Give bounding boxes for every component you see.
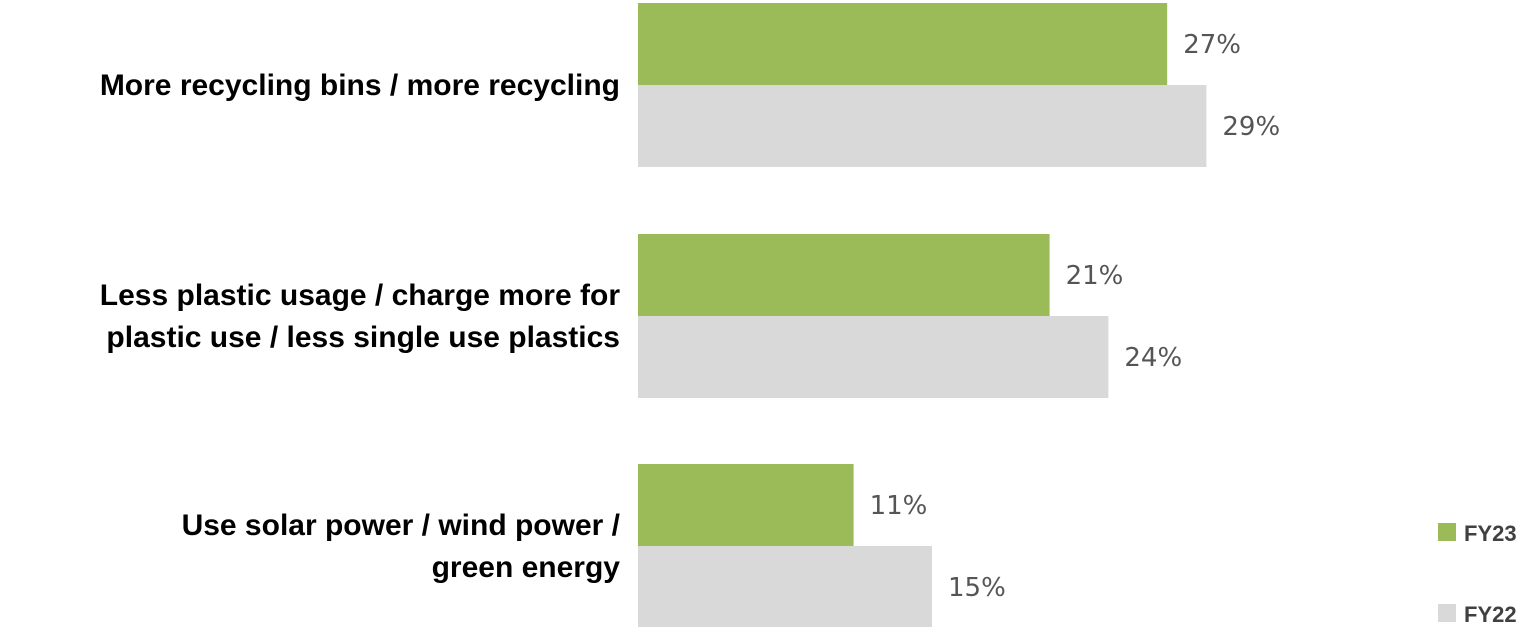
bar-fy22-0	[638, 85, 1207, 167]
category-label-1-line-1: plastic use / less single use plastics	[106, 321, 620, 354]
category-label-2-line-1: green energy	[432, 551, 621, 584]
category-label-1-line-0: Less plastic usage / charge more for	[100, 279, 621, 312]
bars-group: 27% 29% 21% 24% 11% 15%	[638, 3, 1280, 627]
bar-fy22-2	[638, 546, 932, 627]
legend-label-fy23: FY23	[1464, 521, 1517, 546]
bar-fy22-1	[638, 316, 1109, 398]
bar-fy23-1	[638, 234, 1050, 316]
data-label-fy22-2: 15%	[948, 573, 1006, 603]
data-label-fy22-0: 29%	[1222, 112, 1280, 142]
category-labels-group: More recycling bins / more recycling Less…	[100, 69, 621, 584]
category-label-0-line-0: More recycling bins / more recycling	[100, 69, 620, 102]
legend: FY23 FY22	[1438, 521, 1517, 627]
data-label-fy23-1: 21%	[1066, 261, 1124, 291]
bar-fy23-0	[638, 3, 1168, 85]
legend-swatch-fy22	[1438, 604, 1456, 622]
data-label-fy22-1: 24%	[1124, 343, 1182, 373]
legend-label-fy22: FY22	[1464, 602, 1517, 627]
data-label-fy23-0: 27%	[1183, 30, 1241, 60]
category-label-2-line-0: Use solar power / wind power /	[182, 509, 621, 542]
bar-fy23-2	[638, 464, 854, 546]
data-label-fy23-2: 11%	[870, 491, 928, 521]
legend-swatch-fy23	[1438, 523, 1456, 541]
